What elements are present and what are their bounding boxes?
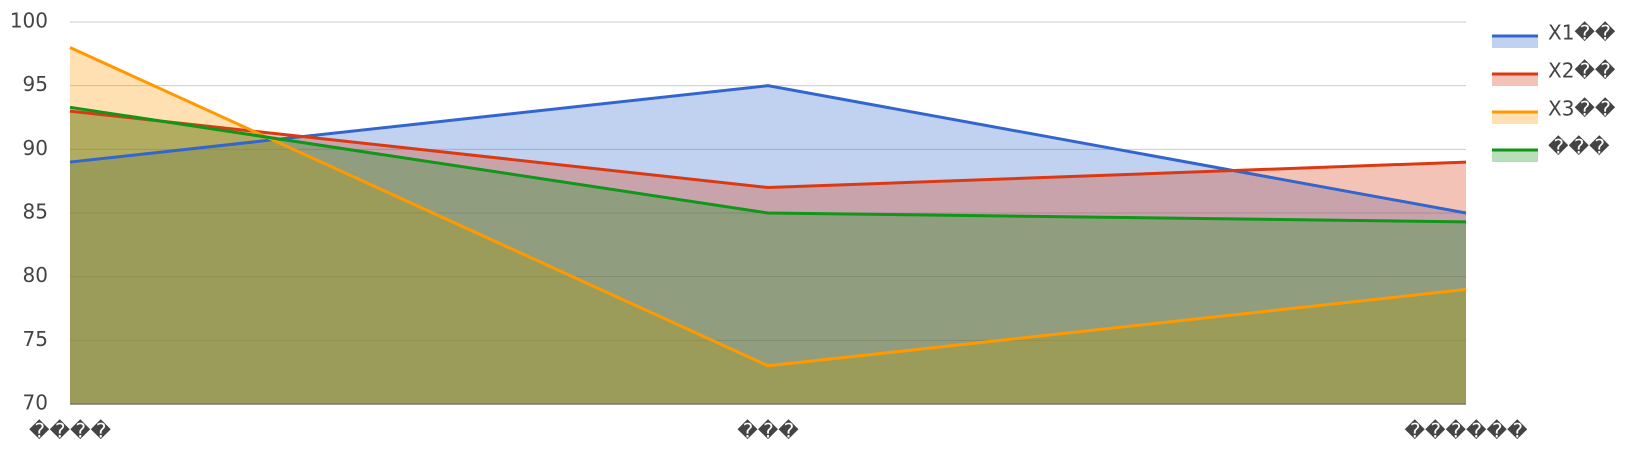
legend-swatch	[1492, 74, 1538, 86]
line	[69, 109, 1467, 190]
y-tick-label: 100	[10, 9, 48, 33]
x-tick-label: ����	[29, 419, 112, 443]
x-tick-label: ������	[1404, 419, 1528, 443]
line	[69, 105, 1467, 224]
line	[69, 46, 1467, 368]
x-tick-label: ���	[737, 419, 799, 443]
legend-label: X1��	[1548, 21, 1616, 45]
y-tick-label: 85	[23, 200, 48, 224]
y-tick-label: 70	[23, 391, 48, 415]
y-tick-label: 80	[23, 263, 48, 287]
legend-label: X3��	[1548, 97, 1616, 121]
y-tick-label: 75	[23, 327, 48, 351]
legend-swatch	[1492, 150, 1538, 162]
legend-label: ���	[1548, 135, 1610, 159]
area	[70, 107, 1466, 405]
y-tick-label: 90	[23, 136, 48, 160]
y-tick-label: 95	[23, 72, 48, 96]
area	[70, 47, 1466, 404]
legend-swatch	[1492, 36, 1538, 48]
legend-label: X2��	[1548, 59, 1616, 83]
area	[70, 111, 1466, 404]
legend-swatch	[1492, 112, 1538, 124]
area	[70, 85, 1466, 405]
